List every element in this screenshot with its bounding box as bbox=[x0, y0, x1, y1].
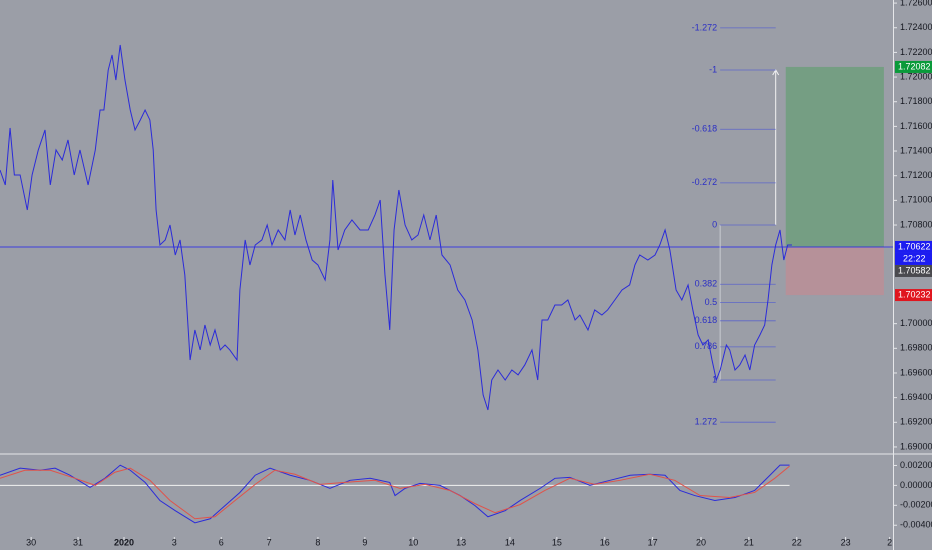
countdown: 22:22 bbox=[903, 253, 926, 263]
x-tick-label: 3 bbox=[172, 537, 177, 547]
price-tag-label: 1.70582 bbox=[898, 265, 931, 275]
x-tick-label: 30 bbox=[26, 537, 36, 547]
y-tick-label: 1.69000 bbox=[900, 441, 932, 451]
fib-label: -1.272 bbox=[692, 22, 718, 32]
price-tag-label: 1.72082 bbox=[898, 61, 931, 71]
price-tag bbox=[895, 264, 932, 277]
x-tick-label: 7 bbox=[267, 537, 272, 547]
price-tag-label: 1.70232 bbox=[898, 289, 931, 299]
fib-label: -0.272 bbox=[692, 177, 718, 187]
x-tick-label: 15 bbox=[552, 537, 562, 547]
y-tick-label: -0.00200 bbox=[900, 500, 932, 510]
y-tick-label: 1.72000 bbox=[900, 71, 932, 81]
x-tick-label: 9 bbox=[362, 537, 367, 547]
fib-label: 0.382 bbox=[695, 279, 718, 289]
x-tick-label: 13 bbox=[456, 537, 466, 547]
fib-label: -0.618 bbox=[692, 124, 718, 134]
x-tick-label: 21 bbox=[744, 537, 754, 547]
y-tick-label: 1.70000 bbox=[900, 318, 932, 328]
fib-label: 0.786 bbox=[695, 341, 718, 351]
x-tick-label: 14 bbox=[505, 537, 515, 547]
y-tick-label: 0.00000 bbox=[900, 480, 932, 490]
y-tick-label: 1.69200 bbox=[900, 417, 932, 427]
x-tick-label: 22 bbox=[792, 537, 802, 547]
x-tick-label: 8 bbox=[315, 537, 320, 547]
fib-label: 1 bbox=[712, 374, 717, 384]
x-tick-label: 23 bbox=[841, 537, 851, 547]
y-tick-label: 1.71200 bbox=[900, 170, 932, 180]
y-tick-label: 1.71600 bbox=[900, 121, 932, 131]
price-tag-label: 1.70622 bbox=[898, 241, 931, 251]
x-tick-label: 6 bbox=[219, 537, 224, 547]
series-line bbox=[0, 465, 790, 520]
price-tag bbox=[895, 289, 932, 302]
x-tick-label: 2 bbox=[887, 537, 892, 547]
x-tick-label: 10 bbox=[408, 537, 418, 547]
y-tick-label: 1.69800 bbox=[900, 343, 932, 353]
y-tick-label: 1.71000 bbox=[900, 195, 932, 205]
y-tick-label: 1.71800 bbox=[900, 96, 932, 106]
y-tick-label: 1.69400 bbox=[900, 392, 932, 402]
y-tick-label: 1.71400 bbox=[900, 145, 932, 155]
fib-label: 0.5 bbox=[705, 297, 718, 307]
price-tag bbox=[895, 60, 932, 73]
x-tick-label: 17 bbox=[648, 537, 658, 547]
position-target bbox=[785, 66, 884, 247]
y-tick-label: -0.00400 bbox=[900, 520, 932, 530]
y-tick-label: 1.70800 bbox=[900, 219, 932, 229]
x-tick-label: 16 bbox=[600, 537, 610, 547]
y-tick-label: 0.00200 bbox=[900, 460, 932, 470]
position-stop bbox=[785, 246, 884, 296]
y-tick-label: 1.72400 bbox=[900, 22, 932, 32]
y-tick-label: 1.72200 bbox=[900, 47, 932, 57]
fib-label: -1 bbox=[709, 64, 717, 74]
x-tick-label: 31 bbox=[73, 537, 83, 547]
x-tick-label: 2020 bbox=[114, 537, 134, 547]
series-line bbox=[0, 464, 790, 524]
price-tag bbox=[895, 240, 932, 253]
fib-label: 1.272 bbox=[695, 417, 718, 427]
fib-label: 0.618 bbox=[695, 315, 718, 325]
x-tick-label: 20 bbox=[696, 537, 706, 547]
fib-label: 0 bbox=[712, 219, 717, 229]
y-tick-label: 1.69600 bbox=[900, 367, 932, 377]
y-tick-label: 1.72600 bbox=[900, 0, 932, 7]
series-line bbox=[0, 44, 792, 411]
countdown-tag bbox=[895, 252, 932, 265]
